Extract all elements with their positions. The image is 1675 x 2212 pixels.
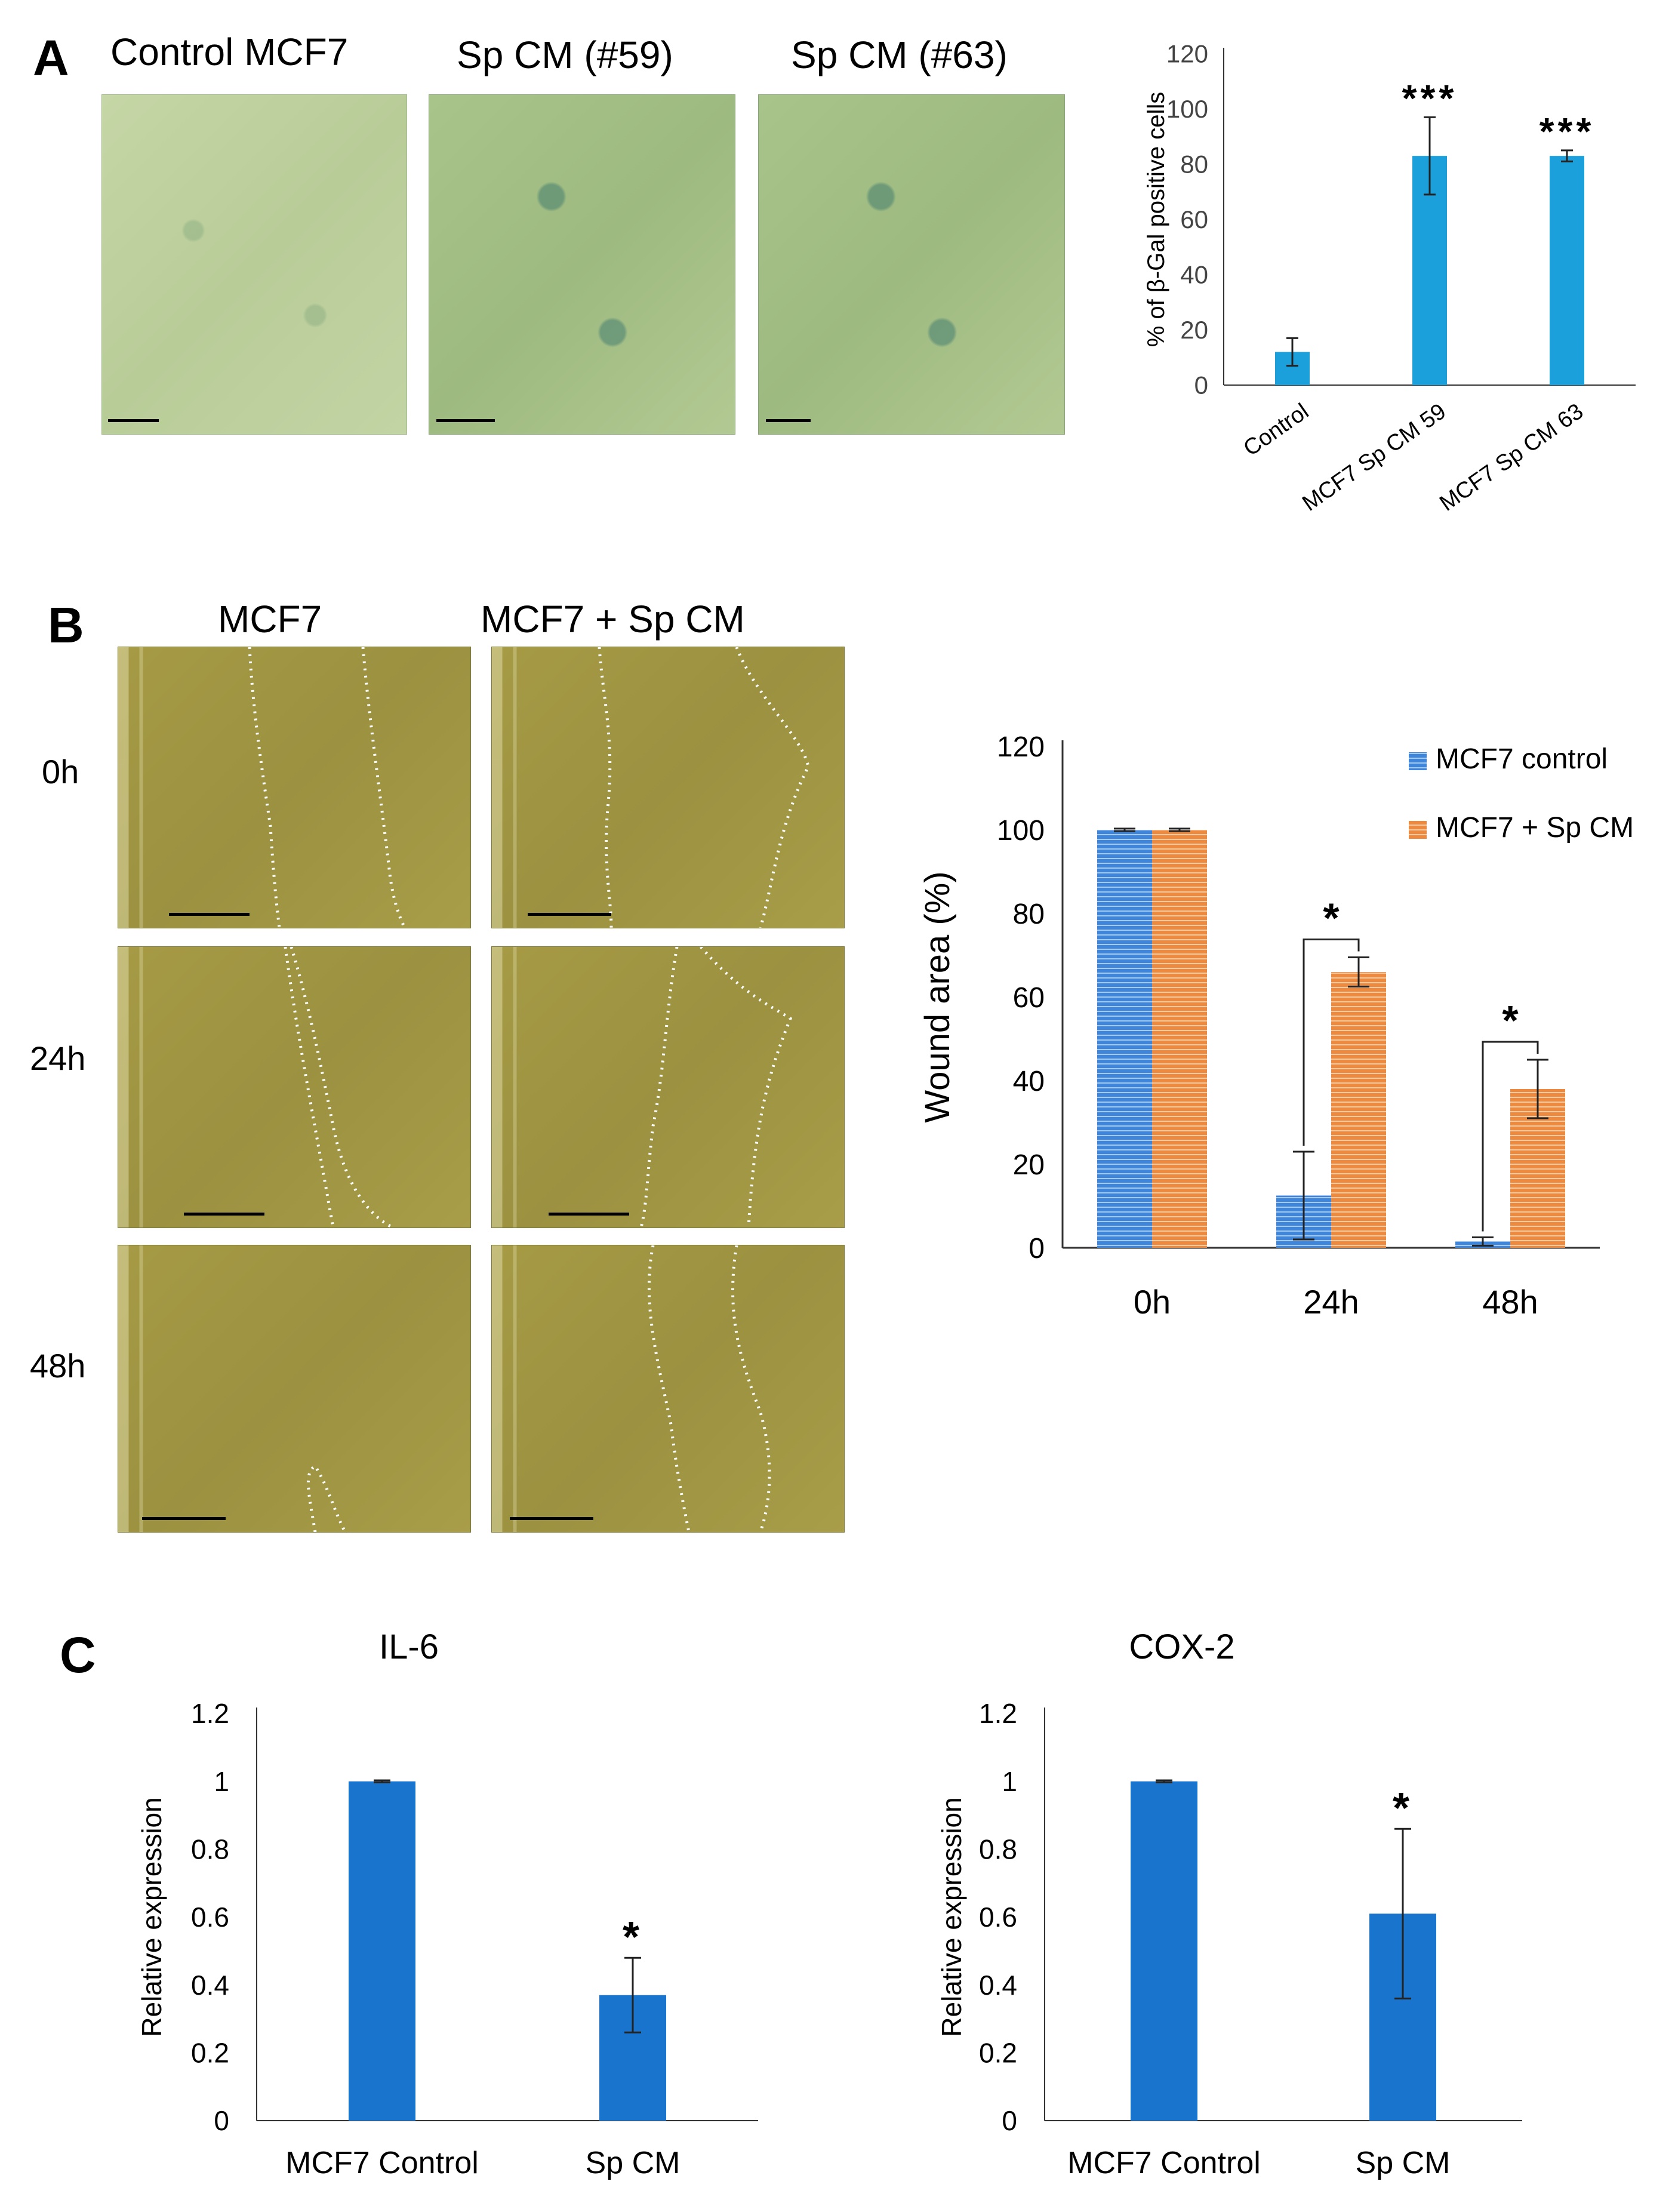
- il6-chart: IL-6 0 0.2 0.4 0.6 0.8 1 1.2 Relative expression…: [136, 1628, 758, 2180]
- y-tick-label: 0: [1029, 1233, 1045, 1265]
- column-label-mcf7-sp-cm: MCF7 + Sp CM: [481, 598, 745, 641]
- bar: [1131, 1781, 1197, 2121]
- y-tick-label: 0: [214, 2105, 229, 2136]
- panel-letter-a: A: [33, 30, 69, 86]
- bar: [1331, 972, 1386, 1248]
- image-label-control-mcf7: Control MCF7: [110, 30, 349, 73]
- y-axis-label: % of β-Gal positive cells: [1143, 92, 1169, 347]
- y-tick-label: 0: [1002, 2105, 1017, 2136]
- scale-bar: [184, 1213, 264, 1216]
- y-tick-label: 0: [1194, 371, 1208, 399]
- scale-bar: [169, 913, 250, 916]
- micrograph-sp-cm-63: [758, 94, 1065, 435]
- scale-bar: [142, 1517, 226, 1520]
- significance-bracket: [1482, 1041, 1539, 1232]
- micrograph-mcf7-0h: [118, 647, 471, 928]
- significance-marker: *: [1502, 997, 1519, 1044]
- y-tick-label: 100: [997, 815, 1045, 847]
- cox2-chart: COX-2 0 0.2 0.4 0.6 0.8 1 1.2 Relative expressio…: [936, 1628, 1522, 2180]
- significance-marker: ***: [1539, 110, 1595, 153]
- x-tick-label: Sp CM: [1356, 2146, 1451, 2180]
- legend-label: MCF7 control: [1436, 743, 1608, 775]
- row-label-0h: 0h: [42, 753, 79, 790]
- wound-area-chart: 0 20 40 60 80 100 120 Wound area (%) 0h 24h * 48h * M…: [918, 731, 1634, 1321]
- significance-marker: ***: [1402, 76, 1458, 119]
- y-tick-label: 120: [997, 731, 1045, 763]
- y-tick-label: 0.8: [979, 1833, 1017, 1865]
- significance-bracket: [1303, 939, 1360, 1146]
- scale-bar: [528, 913, 611, 916]
- legend-label: MCF7 + Sp CM: [1436, 812, 1634, 844]
- scale-bar: [549, 1213, 629, 1216]
- y-tick-label: 1: [214, 1766, 229, 1797]
- y-axis-label: Relative expression: [936, 1797, 967, 2036]
- legend-swatch: [1409, 752, 1427, 770]
- y-tick-label: 0.6: [979, 1902, 1017, 1933]
- y-tick-label: 0.8: [191, 1833, 229, 1865]
- panel-letter-b: B: [48, 597, 84, 653]
- y-tick-label: 80: [1013, 899, 1045, 930]
- significance-marker: *: [623, 1913, 643, 1961]
- y-tick-label: 60: [1180, 205, 1208, 233]
- micrograph-mcf7-48h: [118, 1245, 471, 1533]
- scale-bar: [510, 1517, 593, 1520]
- scale-bar: [108, 419, 159, 422]
- micrograph-mcf7-sp-cm-24h: [491, 946, 845, 1228]
- y-tick-label: 40: [1013, 1066, 1045, 1097]
- micrograph-mcf7-24h: [118, 946, 471, 1228]
- y-tick-label: 20: [1013, 1149, 1045, 1181]
- micrograph-control-mcf7: [101, 94, 407, 435]
- y-tick-label: 0.2: [979, 2037, 1017, 2068]
- y-tick-label: 0.6: [191, 1902, 229, 1933]
- y-tick-label: 0.4: [979, 1970, 1017, 2001]
- chart-title: COX-2: [1129, 1628, 1234, 1666]
- significance-marker: *: [1323, 895, 1340, 942]
- micrograph-mcf7-sp-cm-0h: [491, 647, 845, 928]
- micrograph-sp-cm-59: [429, 94, 735, 435]
- image-label-sp-cm-59: Sp CM (#59): [457, 33, 673, 76]
- y-tick-label: 60: [1013, 982, 1045, 1014]
- y-tick-label: 0.2: [191, 2037, 229, 2068]
- y-tick-label: 1: [1002, 1766, 1017, 1797]
- x-tick-label: MCF7 Control: [1067, 2146, 1261, 2180]
- x-tick-label: 24h: [1303, 1283, 1359, 1321]
- scale-bar: [436, 419, 495, 422]
- x-tick-label: MCF7 Sp CM 63: [1435, 399, 1588, 516]
- row-label-24h: 24h: [30, 1039, 86, 1077]
- y-tick-label: 120: [1166, 40, 1208, 68]
- x-tick-label: 48h: [1482, 1283, 1538, 1321]
- image-label-sp-cm-63: Sp CM (#63): [791, 33, 1008, 76]
- scale-bar: [766, 419, 811, 422]
- micrograph-mcf7-sp-cm-48h: [491, 1245, 845, 1533]
- x-tick-label: MCF7 Control: [285, 2146, 479, 2180]
- y-tick-label: 20: [1180, 316, 1208, 344]
- y-tick-label: 1.2: [979, 1698, 1017, 1729]
- significance-marker: *: [1393, 1785, 1413, 1832]
- beta-gal-chart: 0 20 40 60 80 100 120 % of β-Gal positive cells…: [1143, 40, 1636, 516]
- x-tick-label: MCF7 Sp CM 59: [1298, 399, 1451, 516]
- x-tick-label: Sp CM: [586, 2146, 681, 2180]
- y-axis-label: Wound area (%): [918, 871, 957, 1122]
- chart-title: IL-6: [379, 1628, 439, 1666]
- bar: [1097, 830, 1152, 1248]
- y-tick-label: 0.4: [191, 1970, 229, 2001]
- bar: [1152, 830, 1207, 1248]
- column-label-mcf7: MCF7: [218, 598, 322, 641]
- bar: [349, 1781, 415, 2121]
- x-tick-label: Control: [1239, 399, 1313, 462]
- y-axis-label: Relative expression: [136, 1797, 167, 2036]
- legend-swatch: [1409, 821, 1427, 839]
- y-tick-label: 40: [1180, 261, 1208, 289]
- y-tick-label: 80: [1180, 150, 1208, 179]
- panel-letter-c: C: [60, 1627, 96, 1683]
- x-tick-label: 0h: [1134, 1283, 1171, 1321]
- y-tick-label: 100: [1166, 95, 1208, 123]
- row-label-48h: 48h: [30, 1347, 86, 1385]
- y-tick-label: 1.2: [191, 1698, 229, 1729]
- bar: [1550, 156, 1584, 385]
